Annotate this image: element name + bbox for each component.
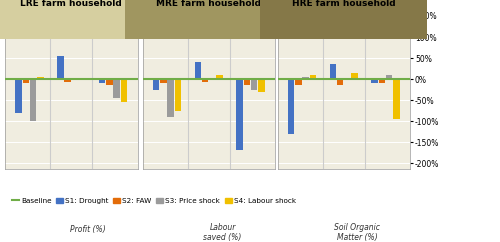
Bar	[114, 79, 120, 98]
Bar	[295, 79, 302, 85]
Text: Profit (%): Profit (%)	[70, 225, 106, 234]
Bar	[160, 79, 166, 83]
Bar	[64, 79, 71, 82]
Bar	[251, 79, 258, 90]
Bar	[386, 75, 392, 79]
Bar	[302, 77, 309, 79]
Bar	[244, 79, 250, 85]
Bar	[352, 73, 358, 79]
Title: LRE farm household: LRE farm household	[20, 0, 122, 8]
Bar	[106, 79, 112, 85]
Bar	[258, 79, 264, 92]
Bar	[288, 79, 294, 134]
Bar	[174, 79, 181, 111]
Bar	[236, 79, 243, 151]
Bar	[337, 79, 344, 85]
Bar	[120, 79, 127, 102]
Bar	[57, 56, 64, 79]
Title: MRE farm household: MRE farm household	[156, 0, 261, 8]
Bar	[194, 62, 201, 79]
Bar	[22, 79, 29, 83]
Bar	[153, 79, 160, 90]
Title: HRE farm household: HRE farm household	[292, 0, 396, 8]
Legend: Baseline, S1: Drought, S2: FAW, S3: Price shock, S4: Labour shock: Baseline, S1: Drought, S2: FAW, S3: Pric…	[8, 195, 299, 207]
Bar	[393, 79, 400, 119]
Bar	[202, 79, 208, 82]
Text: Soil Organic
Matter (%): Soil Organic Matter (%)	[334, 223, 380, 242]
Bar	[378, 79, 385, 83]
Bar	[16, 79, 22, 113]
Text: Labour
saved (%): Labour saved (%)	[204, 223, 242, 242]
Bar	[99, 79, 105, 83]
Bar	[216, 75, 223, 79]
Bar	[330, 64, 336, 79]
Bar	[37, 77, 44, 79]
Bar	[310, 75, 316, 79]
Bar	[168, 79, 174, 117]
Bar	[372, 79, 378, 83]
Bar	[30, 79, 36, 121]
